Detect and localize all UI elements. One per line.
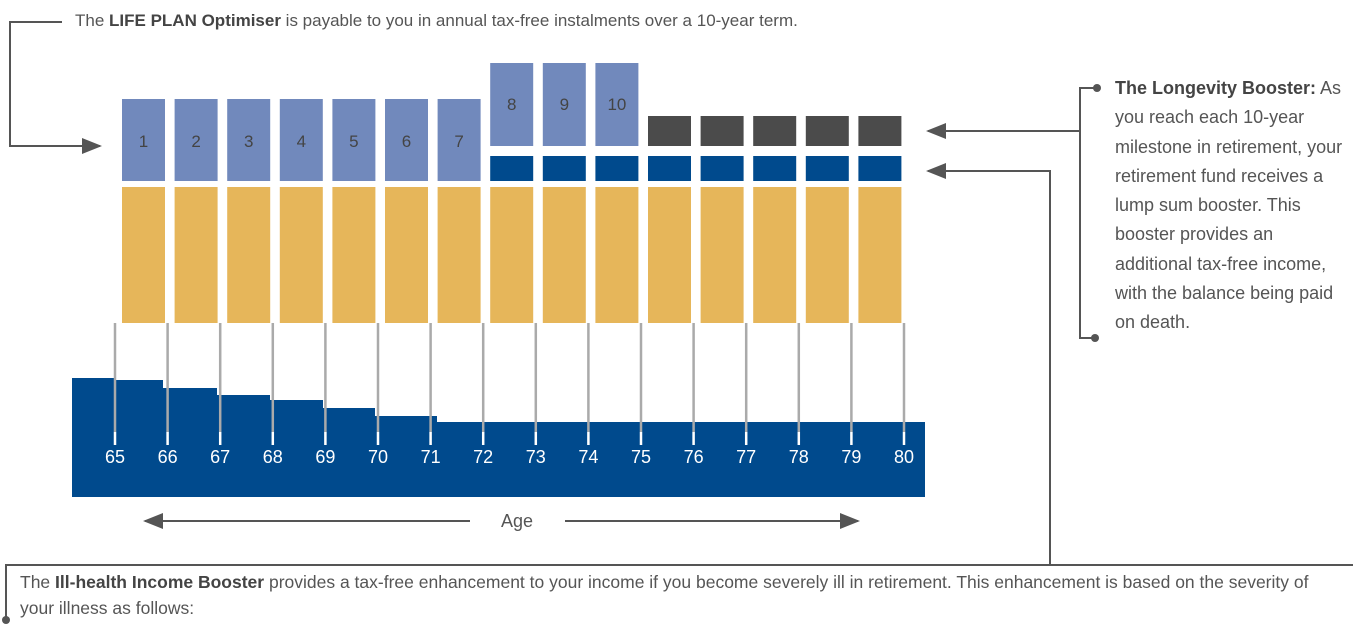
instalment-number: 5: [349, 132, 358, 151]
annuity-bar: [122, 187, 165, 323]
annuity-bar: [385, 187, 428, 323]
instalment-number: 10: [607, 95, 626, 114]
instalment-number: 9: [560, 95, 569, 114]
age-label: 79: [841, 447, 861, 467]
age-label: 75: [631, 447, 651, 467]
optimiser-bar: [227, 99, 271, 181]
booster-bar: [595, 156, 639, 181]
longevity-bar: [805, 116, 849, 146]
booster-bar: [858, 156, 902, 181]
annuity-bar: [595, 187, 639, 323]
income-staircase: [72, 378, 925, 497]
booster-bar: [753, 156, 797, 181]
instalment-number: 7: [454, 132, 463, 151]
age-label: 73: [526, 447, 546, 467]
age-label: 65: [105, 447, 125, 467]
optimiser-bar: [490, 63, 534, 146]
optimiser-bar: [595, 63, 639, 146]
connectors: [5, 21, 1353, 620]
instalment-number: 1: [139, 132, 148, 151]
age-label: 71: [421, 447, 441, 467]
optimiser-bar: [174, 99, 218, 181]
annuity-bar: [753, 187, 797, 323]
annuity-bar: [700, 187, 744, 323]
optimiser-bar: [542, 63, 586, 146]
axis-label: Age: [501, 511, 533, 531]
age-label: 66: [158, 447, 178, 467]
age-label: 77: [736, 447, 756, 467]
longevity-bar: [858, 116, 902, 146]
top-note: The LIFE PLAN Optimiser is payable to yo…: [75, 11, 798, 30]
age-label: 72: [473, 447, 493, 467]
annuity-bar: [648, 187, 691, 323]
booster-bar: [490, 156, 534, 181]
optimiser-bar: [332, 99, 376, 181]
annuity-bar: [542, 187, 586, 323]
instalment-number: 4: [297, 132, 306, 151]
optimiser-bar: [385, 99, 428, 181]
instalment-number: 2: [191, 132, 200, 151]
booster-bar: [648, 156, 691, 181]
booster-bar: [542, 156, 586, 181]
age-label: 68: [263, 447, 283, 467]
booster-bar: [805, 156, 849, 181]
age-label: 76: [684, 447, 704, 467]
annuity-bar: [332, 187, 376, 323]
optimiser-bar: [122, 99, 165, 181]
age-label: 67: [210, 447, 230, 467]
age-label: 80: [894, 447, 914, 467]
annuity-bar: [174, 187, 218, 323]
instalment-number: 8: [507, 95, 516, 114]
annuity-bar: [490, 187, 534, 323]
age-label: 70: [368, 447, 388, 467]
optimiser-bar: [437, 99, 481, 181]
annuity-bar: [279, 187, 323, 323]
annuity-bar: [227, 187, 271, 323]
longevity-bar: [700, 116, 744, 146]
instalment-number: 6: [402, 132, 411, 151]
annuity-bar: [805, 187, 849, 323]
instalment-number: 3: [244, 132, 253, 151]
longevity-bar: [753, 116, 797, 146]
right-note: The Longevity Booster: As you reach each…: [1115, 78, 1343, 333]
booster-bar: [700, 156, 744, 181]
annuity-bar: [437, 187, 481, 323]
age-label: 74: [578, 447, 598, 467]
optimiser-bar: [279, 99, 323, 181]
age-label: 69: [315, 447, 335, 467]
annuity-bar: [858, 187, 902, 323]
longevity-bar: [648, 116, 691, 146]
bottom-note: The Ill-health Income Booster provides a…: [20, 572, 1309, 618]
age-label: 78: [789, 447, 809, 467]
